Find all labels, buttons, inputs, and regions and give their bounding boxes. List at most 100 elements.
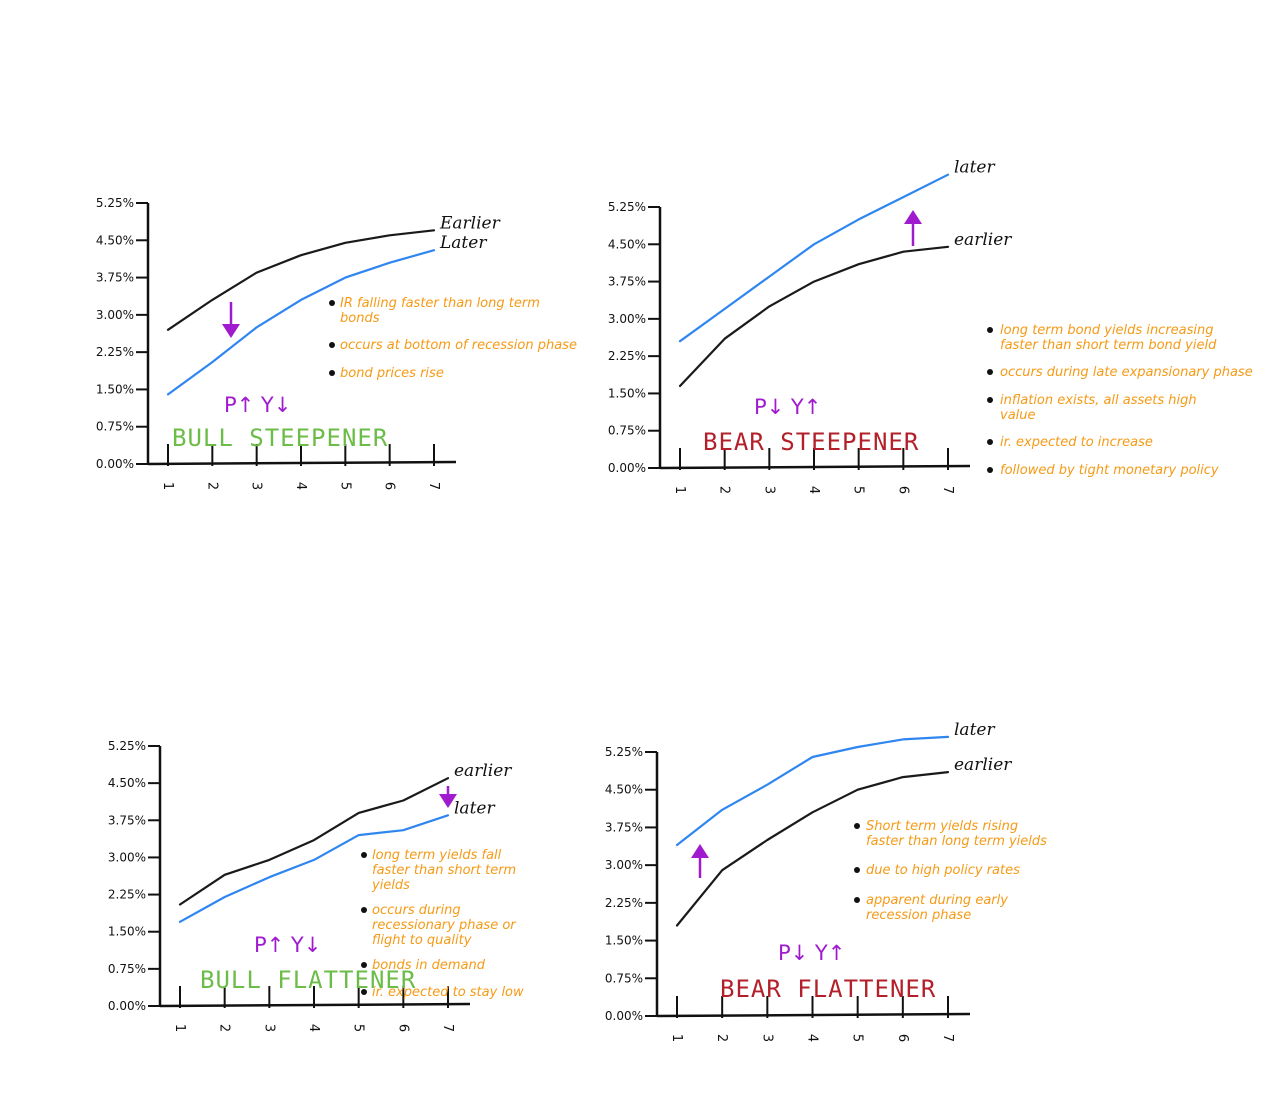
note-text: ir. expected to stay low (372, 985, 524, 1000)
series-label-earlier: earlier (954, 755, 1012, 775)
series-label-later: later (454, 798, 495, 818)
y-tick-label: 5.25% (605, 745, 643, 759)
arrow-head (439, 794, 457, 808)
note-text: long term bond yields increasing faster t… (1000, 323, 1217, 353)
y-tick-label: 3.00% (605, 858, 643, 872)
y-tick-label: 5.25% (608, 200, 646, 214)
y-tick-label: 2.25% (96, 345, 134, 359)
x-tick-label: 5 (850, 1034, 865, 1042)
arrow-head (904, 210, 922, 224)
price-yield-label: P↓ Y↑ (754, 395, 821, 419)
series-line-earlier (678, 245, 950, 388)
note-bullet (854, 867, 860, 873)
series-line-earlier (166, 229, 436, 331)
note-text: Short term yields rising faster than long… (866, 819, 1047, 849)
note-line: Short term yields rising (866, 819, 1018, 834)
y-tick-label: 1.50% (108, 925, 146, 939)
note-text: occurs during late expansionary phase (1000, 365, 1253, 380)
y-tick-label: 3.00% (608, 312, 646, 326)
note-bullet (329, 300, 335, 306)
note-line: flight to quality (372, 933, 472, 948)
x-tick-label: 5 (851, 486, 866, 494)
y-tick-label: 0.00% (108, 999, 146, 1013)
y-tick-label: 0.75% (605, 971, 643, 985)
y-tick-label: 3.75% (96, 271, 134, 285)
note-line: recession phase (866, 908, 971, 923)
note-bullet (361, 852, 367, 858)
price-yield-label: P↓ Y↑ (778, 941, 845, 965)
series-label-earlier: earlier (954, 230, 1012, 250)
x-tick-label: 3 (261, 1024, 276, 1032)
y-tick-label: 3.00% (96, 308, 134, 322)
y-tick-label: 2.25% (108, 888, 146, 902)
note-bullet (987, 439, 993, 445)
shift-arrow-icon (222, 302, 240, 338)
series-line-earlier (675, 771, 950, 927)
note-bullet (361, 989, 367, 995)
y-tick-label: 4.50% (605, 783, 643, 797)
x-tick-label: 6 (395, 1024, 410, 1032)
note-bullet (361, 962, 367, 968)
x-tick-label: 5 (337, 482, 352, 490)
x-tick-label: 4 (806, 486, 821, 494)
y-tick-label: 0.75% (608, 424, 646, 438)
series-label-earlier: earlier (454, 761, 512, 781)
note-bullet (987, 369, 993, 375)
arrow-head (222, 324, 240, 338)
series-line-later (675, 735, 950, 847)
x-tick-label: 3 (759, 1034, 774, 1042)
note-line: due to high policy rates (866, 863, 1020, 878)
note-text: IR falling faster than long term bonds (340, 296, 540, 326)
chart-panel-1: 5.25% 4.50% 3.75% 3.00% 2.25% 1.50% 0.75% 0.00%… (96, 196, 577, 490)
x-tick-label: 7 (940, 486, 955, 494)
note-line: long term yields fall (372, 848, 502, 863)
x-tick-label: 4 (293, 482, 308, 490)
x-tick-label: 2 (204, 482, 219, 490)
y-tick-label: 4.50% (608, 237, 646, 251)
note-text: apparent during early recession phase (866, 893, 1008, 923)
price-yield-label: P↑ Y↓ (224, 393, 291, 417)
note-text: followed by tight monetary policy (1000, 463, 1219, 478)
y-tick-label: 5.25% (108, 739, 146, 753)
shift-arrow-icon (439, 786, 457, 808)
note-line: followed by tight monetary policy (1000, 463, 1219, 478)
note-bullet (329, 342, 335, 348)
note-line: faster than short term (372, 863, 516, 878)
series-line-later (166, 249, 436, 396)
y-tick-label: 3.75% (108, 813, 146, 827)
note-text: due to high policy rates (866, 863, 1020, 878)
chart-title: BEAR STEEPENER (703, 428, 919, 456)
note-text: occurs during recessionary phase or flight… (372, 903, 517, 948)
x-tick-label: 6 (895, 486, 910, 494)
note-line: apparent during early (866, 893, 1008, 908)
series-line-earlier (178, 777, 450, 906)
y-tick-label: 4.50% (108, 776, 146, 790)
y-tick-label: 3.75% (605, 820, 643, 834)
y-tick-label: 5.25% (96, 196, 134, 210)
shift-arrow-icon (904, 210, 922, 246)
y-tick-label: 3.75% (608, 275, 646, 289)
x-tick-label: 1 (669, 1034, 684, 1042)
chart-panel-2: 5.25% 4.50% 3.75% 3.00% 2.25% 1.50% 0.75% 0.00%… (608, 158, 1253, 494)
y-tick-label: 0.00% (608, 461, 646, 475)
x-tick-label: 5 (351, 1024, 366, 1032)
series-label-earlier: Earlier (439, 213, 501, 233)
note-line: bonds (340, 311, 380, 326)
note-bullet (987, 467, 993, 473)
x-tick-label: 7 (440, 1024, 455, 1032)
y-tick-label: 1.50% (605, 934, 643, 948)
note-bullet (361, 907, 367, 913)
y-tick-label: 0.00% (96, 457, 134, 471)
x-tick-label: 6 (895, 1034, 910, 1042)
series-line-later (178, 814, 450, 923)
chart-panel-4: 5.25% 4.50% 3.75% 3.00% 2.25% 1.50% 0.75% 0.00%… (605, 720, 1047, 1042)
chart-title: BULL FLATTENER (200, 966, 416, 994)
y-tick-label: 2.25% (608, 349, 646, 363)
x-tick-label: 1 (172, 1024, 187, 1032)
note-text: occurs at bottom of recession phase (340, 338, 577, 353)
note-bullet (854, 823, 860, 829)
note-line: bonds in demand (372, 958, 486, 973)
note-bullet (987, 327, 993, 333)
chart-title: BEAR FLATTENER (720, 975, 936, 1003)
